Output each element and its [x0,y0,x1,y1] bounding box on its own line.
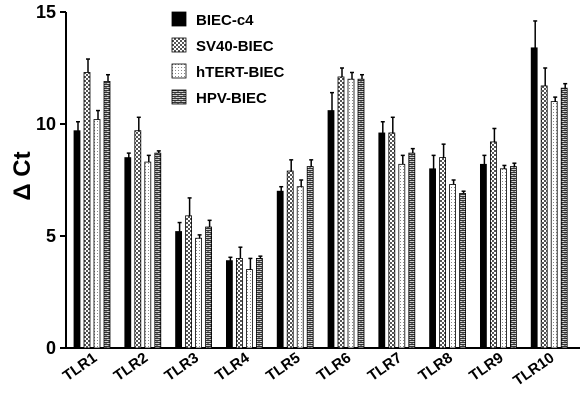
legend-label-biec-c4: BIEC-c4 [196,12,254,29]
bar-tlr8-htert-biec [449,184,457,349]
x-tick-label-tlr5: TLR5 [263,349,303,384]
x-tick-label-tlr2: TLR2 [111,349,151,384]
y-axis-title: Δ Ct [9,151,36,200]
legend: BIEC-c4 SV40-BIEC hTERT-BIEC HPV-BIEC [171,11,284,107]
x-tick-label-tlr4: TLR4 [212,349,253,385]
x-tick-label-tlr7: TLR7 [365,349,405,384]
bar-tlr4-hpv-biec [255,257,263,349]
bar-tlr7-hpv-biec [408,152,416,349]
bar-tlr2-htert-biec [144,161,152,349]
bar-tlr7-biec-c4 [378,132,386,349]
bar-tlr4-htert-biec [245,269,253,349]
bar-tlr9-hpv-biec [509,166,517,349]
bar-tlr8-sv40-biec [439,157,447,349]
legend-label-sv40-biec: SV40-BIEC [196,38,274,55]
bar-tlr6-sv40-biec [337,76,345,349]
bar-tlr4-sv40-biec [235,257,243,349]
bar-tlr1-hpv-biec [103,81,111,349]
bar-tlr5-sv40-biec [286,170,294,349]
bar-tlr9-sv40-biec [489,141,497,349]
bar-tlr1-biec-c4 [73,130,81,349]
bar-tlr2-biec-c4 [124,157,132,349]
y-tick-label: 10 [36,114,56,134]
bar-tlr10-htert-biec [550,101,558,349]
bar-tlr3-sv40-biec [185,215,193,349]
legend-swatch-biec-c4 [171,11,187,27]
bar-tlr2-hpv-biec [154,152,162,349]
bar-tlr5-biec-c4 [276,190,284,349]
bar-tlr9-htert-biec [499,168,507,349]
legend-swatch-htert-biec [171,63,187,79]
bar-tlr6-hpv-biec [357,78,365,349]
bar-tlr9-biec-c4 [479,163,487,349]
x-tick-label-tlr9: TLR9 [466,349,506,384]
legend-swatch-sv40-biec [171,37,187,53]
y-tick-label: 0 [46,338,56,358]
x-tick-label-tlr10: TLR10 [510,349,557,389]
bar-tlr3-biec-c4 [175,231,183,349]
bar-tlr7-sv40-biec [388,132,396,349]
bar-tlr3-hpv-biec [205,226,213,349]
bar-tlr6-biec-c4 [327,110,335,349]
legend-label-htert-biec: hTERT-BIEC [196,64,284,81]
bar-tlr6-htert-biec [347,78,355,349]
bar-tlr8-biec-c4 [429,168,437,349]
bar-tlr10-hpv-biec [560,87,568,349]
bar-tlr7-htert-biec [398,163,406,349]
bar-tlr8-hpv-biec [459,193,467,349]
bar-tlr4-biec-c4 [225,260,233,349]
x-tick-label-tlr3: TLR3 [161,349,201,384]
category-labels: TLR1 TLR2 TLR3 TLR4 TLR5 TLR6 TLR7 TLR8 TLR9 TLR1… [60,349,558,390]
x-tick-label-tlr8: TLR8 [415,349,455,384]
legend-label-hpv-biec: HPV-BIEC [196,90,267,107]
y-tick-label: 5 [46,226,56,246]
bar-tlr5-htert-biec [296,186,304,349]
y-tick-label: 15 [36,2,56,22]
x-tick-label-tlr6: TLR6 [314,349,354,384]
bar-tlr1-sv40-biec [83,72,91,349]
legend-swatch-hpv-biec [171,89,187,105]
bar-tlr5-hpv-biec [306,166,314,349]
bar-tlr10-sv40-biec [540,85,548,349]
x-tick-label-tlr1: TLR1 [60,349,100,384]
bar-tlr2-sv40-biec [134,130,142,349]
bar-tlr3-htert-biec [195,237,203,349]
bar-tlr10-biec-c4 [530,47,538,349]
bars [73,20,568,349]
bar-tlr1-htert-biec [93,119,101,349]
